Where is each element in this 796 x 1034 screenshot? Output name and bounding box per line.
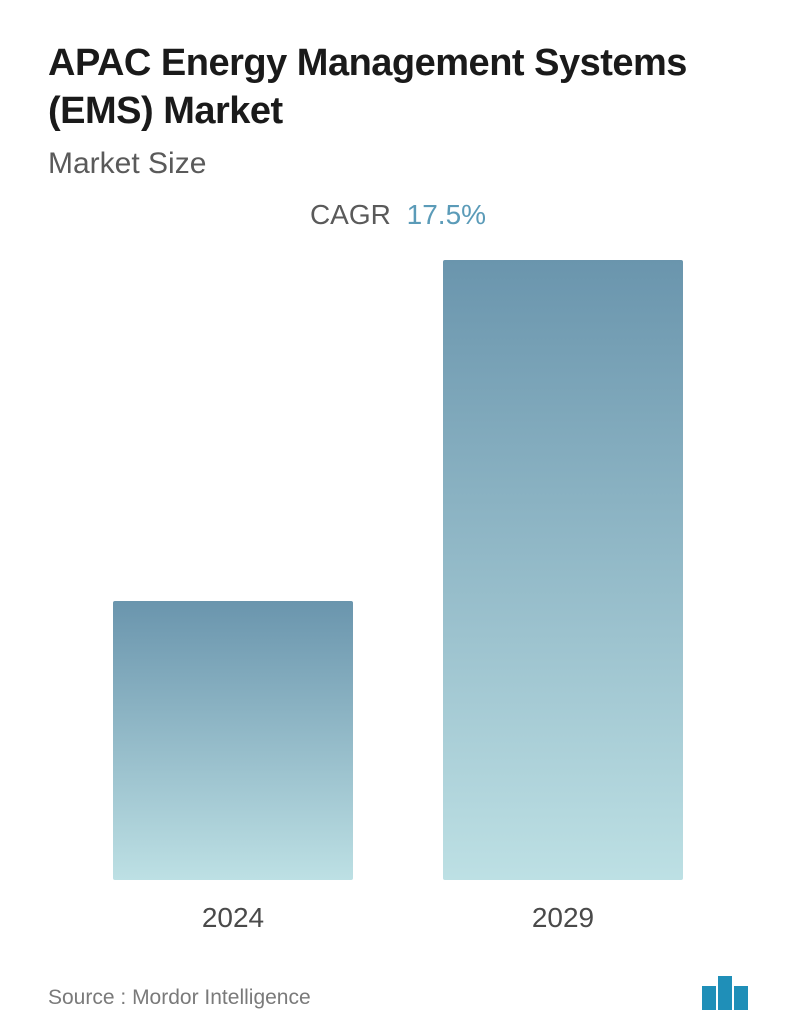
chart-plot-area: 2024 2029 xyxy=(48,261,748,1004)
logo-bar-icon xyxy=(718,976,732,1010)
brand-logo xyxy=(702,976,748,1010)
chart-footer: Source : Mordor Intelligence xyxy=(48,976,748,1010)
cagr-value: 17.5% xyxy=(407,199,486,230)
bars-row: 2024 2029 xyxy=(48,314,748,934)
source-name: Mordor Intelligence xyxy=(132,986,311,1009)
cagr-row: CAGR 17.5% xyxy=(48,199,748,231)
source-label: Source : xyxy=(48,986,126,1009)
source-text: Source : Mordor Intelligence xyxy=(48,986,311,1010)
bar-column: 2029 xyxy=(423,260,703,934)
bar xyxy=(113,601,353,880)
chart-subtitle: Market Size xyxy=(48,147,748,181)
cagr-label: CAGR xyxy=(310,199,391,230)
logo-bar-icon xyxy=(734,986,748,1010)
bar-category-label: 2029 xyxy=(532,902,594,934)
bar-column: 2024 xyxy=(93,601,373,934)
chart-title: APAC Energy Management Systems (EMS) Mar… xyxy=(48,40,748,135)
logo-bar-icon xyxy=(702,986,716,1010)
bar xyxy=(443,260,683,880)
bar-category-label: 2024 xyxy=(202,902,264,934)
chart-container: APAC Energy Management Systems (EMS) Mar… xyxy=(0,0,796,1034)
